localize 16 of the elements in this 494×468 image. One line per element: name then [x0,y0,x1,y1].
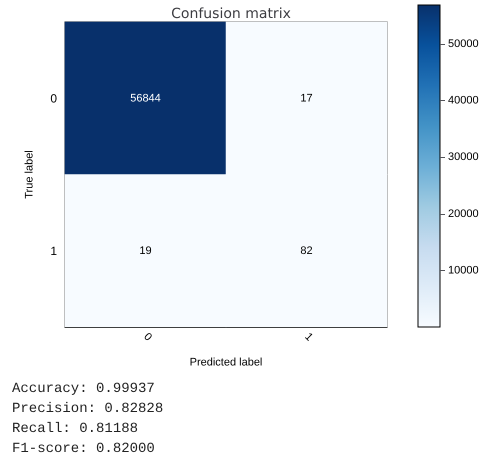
color-bar-label: 50000 [448,38,479,50]
color-bar-label: 10000 [448,264,479,276]
data-label: 19 [139,244,152,257]
color-bar-label: 30000 [448,151,479,164]
text: Precision: 0.82828 [12,401,164,417]
text: Recall: 0.81188 [12,421,138,437]
color-bar-label: 40000 [448,94,479,106]
text: Accuracy: 0.99937 [12,381,155,397]
color-bar-label: 20000 [448,208,479,220]
data-label: 56844 [130,92,161,104]
data-label: 17 [300,92,313,104]
text: F1-score: 0.82000 [12,441,155,457]
x-axis-title: Predicted label [190,356,262,368]
y-axis-title: True label [24,150,36,199]
chart-title: Confusion matrix [171,6,291,22]
data-label: 82 [300,244,313,257]
